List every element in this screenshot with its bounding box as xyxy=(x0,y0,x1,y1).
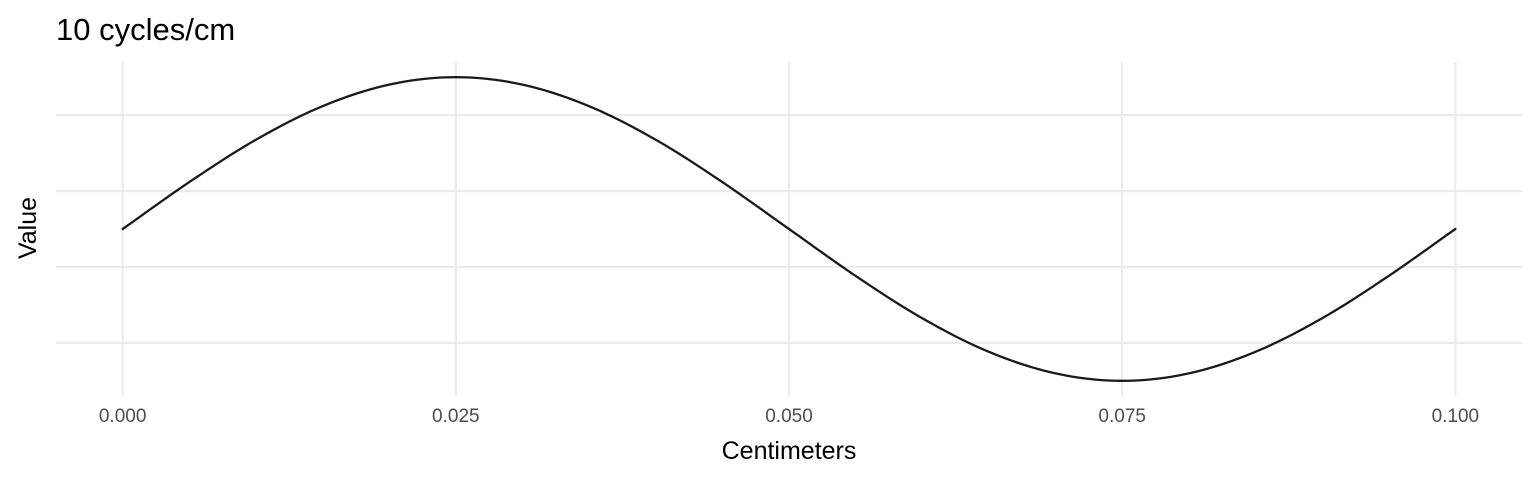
chart-title: 10 cycles/cm xyxy=(56,12,235,47)
x-tick-label: 0.025 xyxy=(432,406,480,427)
x-tick-label: 0.000 xyxy=(99,406,147,427)
plot-panel xyxy=(56,62,1522,396)
x-tick-label: 0.075 xyxy=(1098,406,1146,427)
y-axis-title: Value xyxy=(14,197,42,259)
x-tick-label: 0.050 xyxy=(765,406,813,427)
x-axis-title: Centimeters xyxy=(722,437,857,465)
sine-wave-line xyxy=(121,76,1457,382)
x-tick-label: 0.100 xyxy=(1432,406,1480,427)
x-axis-tick-labels: 0.000 0.025 0.050 0.075 0.100 xyxy=(99,406,1479,427)
